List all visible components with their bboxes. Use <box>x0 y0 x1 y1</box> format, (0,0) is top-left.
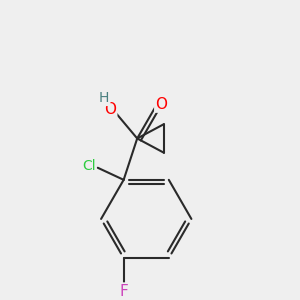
Text: H: H <box>99 91 110 105</box>
Text: F: F <box>119 284 128 299</box>
Text: O: O <box>104 102 116 117</box>
Text: O: O <box>155 97 167 112</box>
Text: Cl: Cl <box>82 159 95 173</box>
